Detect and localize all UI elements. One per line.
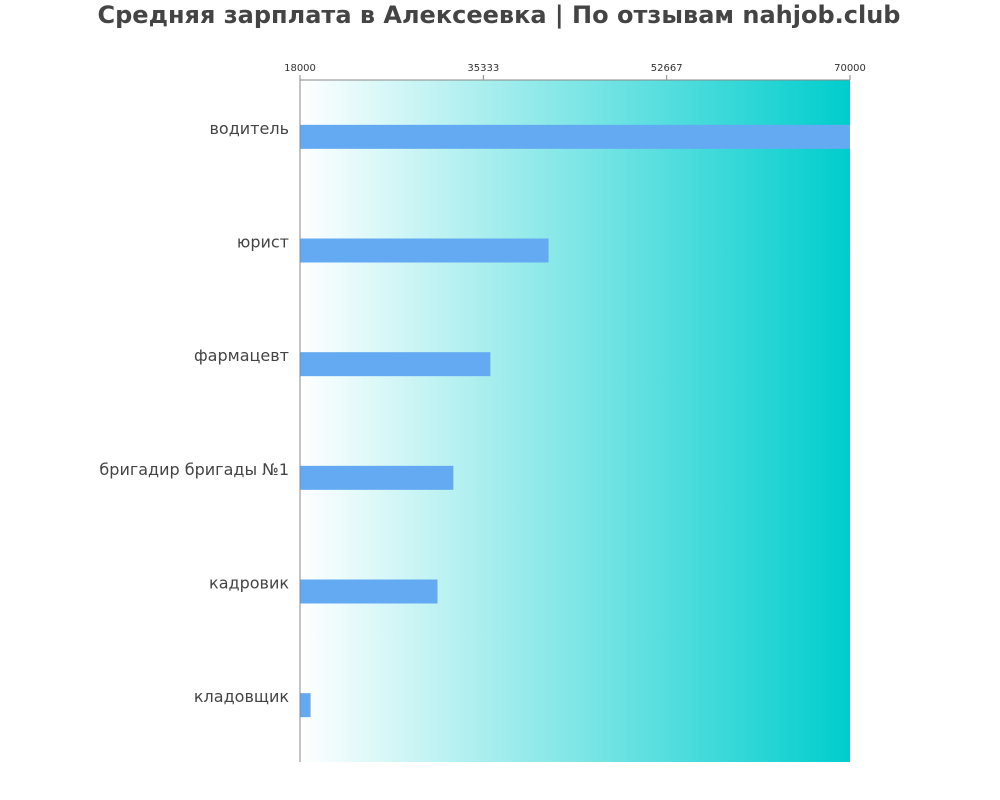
- category-label: фармацевт: [194, 346, 289, 365]
- category-label: юрист: [237, 233, 289, 252]
- x-tick-label: 18000: [284, 63, 316, 74]
- bar: [300, 124, 850, 149]
- category-label: кладовщик: [194, 687, 289, 706]
- category-label: бригадир бригады №1: [99, 460, 289, 479]
- x-tick-label: 70000: [834, 63, 866, 74]
- plot-background: [300, 80, 850, 762]
- bar: [300, 579, 438, 604]
- category-label: кадровик: [209, 574, 289, 593]
- bars: [300, 124, 850, 718]
- x-axis-ticks: 18000 35333 52667 70000: [284, 63, 866, 80]
- bar: [300, 693, 311, 718]
- x-tick-label: 35333: [467, 63, 499, 74]
- bar: [300, 465, 454, 490]
- bar: [300, 238, 549, 263]
- bar: [300, 352, 491, 377]
- chart-title: Средняя зарплата в Алексеевка | По отзыв…: [98, 1, 901, 29]
- category-labels: водитель юрист фармацевт бригадир бригады №…: [99, 119, 289, 706]
- x-tick-label: 52667: [651, 63, 683, 74]
- category-label: водитель: [210, 119, 290, 138]
